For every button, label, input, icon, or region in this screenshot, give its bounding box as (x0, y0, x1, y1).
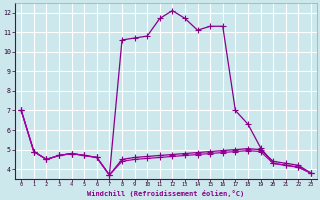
X-axis label: Windchill (Refroidissement éolien,°C): Windchill (Refroidissement éolien,°C) (87, 190, 245, 197)
